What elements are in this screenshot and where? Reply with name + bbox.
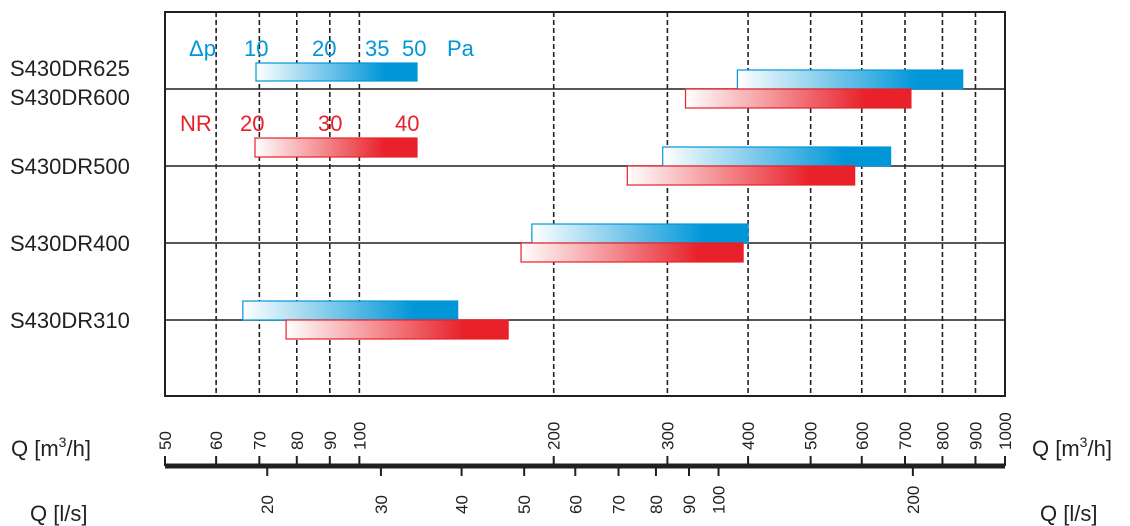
ls-tick-label: 80 <box>647 495 666 514</box>
pressure-range-bar-s430dr500 <box>662 146 892 167</box>
ls-tick-label: 30 <box>372 495 391 514</box>
ls-tick-label: 60 <box>566 495 585 514</box>
m3h-tick-label: 80 <box>288 431 307 450</box>
m3h-tick-label: 1000 <box>996 412 1015 450</box>
model-label: S430DR625 <box>10 56 130 81</box>
m3h-axis-title-left: Q [m3/h] <box>11 434 91 461</box>
legend-pressure-symbol: Δp <box>189 36 216 61</box>
m3h-tick-label: 100 <box>350 422 369 450</box>
ls-tick-label: 100 <box>710 486 729 514</box>
m3h-axis-title-right: Q [m3/h] <box>1032 434 1112 461</box>
m3h-tick-label: 700 <box>896 422 915 450</box>
legend-noise-symbol: NR <box>180 111 212 136</box>
m3h-tick-label: 90 <box>321 431 340 450</box>
legend-pressure-unit: Pa <box>447 36 475 61</box>
pressure-range-bar-s430dr400 <box>531 223 749 244</box>
legend-noise-tick: 20 <box>240 111 264 136</box>
noise-range-bar-s430dr400 <box>520 242 744 263</box>
ls-tick-label: 40 <box>453 495 472 514</box>
legend-pressure-tick: 35 <box>365 36 389 61</box>
m3h-tick-label: 400 <box>739 422 758 450</box>
legend-noise-tick: 40 <box>395 111 419 136</box>
noise-range-bar-s430dr500 <box>626 165 856 186</box>
pressure-range-bar-s430dr625 <box>736 69 964 90</box>
ls-axis-title-right: Q [l/s] <box>1040 501 1097 526</box>
axes-layer: 50 60 70 80 90 100 200 300 400 500 600 700 800 900 100… <box>11 412 1112 526</box>
m3h-tick-label: 600 <box>853 422 872 450</box>
noise-range-bar-s430dr310 <box>285 319 509 340</box>
legend-pressure-bar <box>255 62 418 82</box>
m3h-tick-label: 800 <box>933 422 952 450</box>
noise-range-bar-s430dr600 <box>684 88 912 109</box>
m3h-tick-label: 50 <box>156 431 175 450</box>
pressure-range-bar-s430dr310 <box>242 300 459 321</box>
ls-axis-title-left: Q [l/s] <box>30 501 87 526</box>
bars-layer <box>242 69 964 340</box>
plot-frame <box>164 11 1006 397</box>
model-label: S430DR500 <box>10 154 130 179</box>
ls-tick-label: 50 <box>515 495 534 514</box>
ls-tick-label: 200 <box>904 486 923 514</box>
legend-pressure-tick: 50 <box>402 36 426 61</box>
model-label: S430DR600 <box>10 85 130 110</box>
legend-noise-bar <box>254 137 418 158</box>
legend-noise-tick: 30 <box>318 111 342 136</box>
legend-pressure-tick: 20 <box>312 36 336 61</box>
m3h-tick-label: 60 <box>207 431 226 450</box>
m3h-tick-label: 200 <box>545 422 564 450</box>
ls-tick-label: 20 <box>258 495 277 514</box>
legend-layer: Δp 10 20 35 50 Pa NR 20 30 40 <box>180 36 475 158</box>
model-label: S430DR400 <box>10 231 130 256</box>
ls-tick-label: 70 <box>610 495 629 514</box>
model-label: S430DR310 <box>10 308 130 333</box>
m3h-tick-label: 900 <box>966 422 985 450</box>
ls-tick-label: 90 <box>680 495 699 514</box>
m3h-tick-label: 300 <box>658 422 677 450</box>
m3h-tick-label: 70 <box>250 431 269 450</box>
labels-layer: S430DR625 S430DR600 S430DR500 S430DR400 S430… <box>10 56 130 333</box>
m3h-tick-label: 500 <box>802 422 821 450</box>
legend-pressure-tick: 10 <box>244 36 268 61</box>
